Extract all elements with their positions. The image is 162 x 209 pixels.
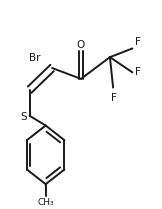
Text: S: S	[21, 112, 27, 122]
Text: F: F	[135, 67, 141, 77]
Text: CH₃: CH₃	[37, 198, 54, 207]
Text: Br: Br	[29, 53, 40, 63]
Text: F: F	[135, 37, 141, 47]
Text: O: O	[77, 40, 85, 50]
Text: F: F	[111, 93, 117, 103]
